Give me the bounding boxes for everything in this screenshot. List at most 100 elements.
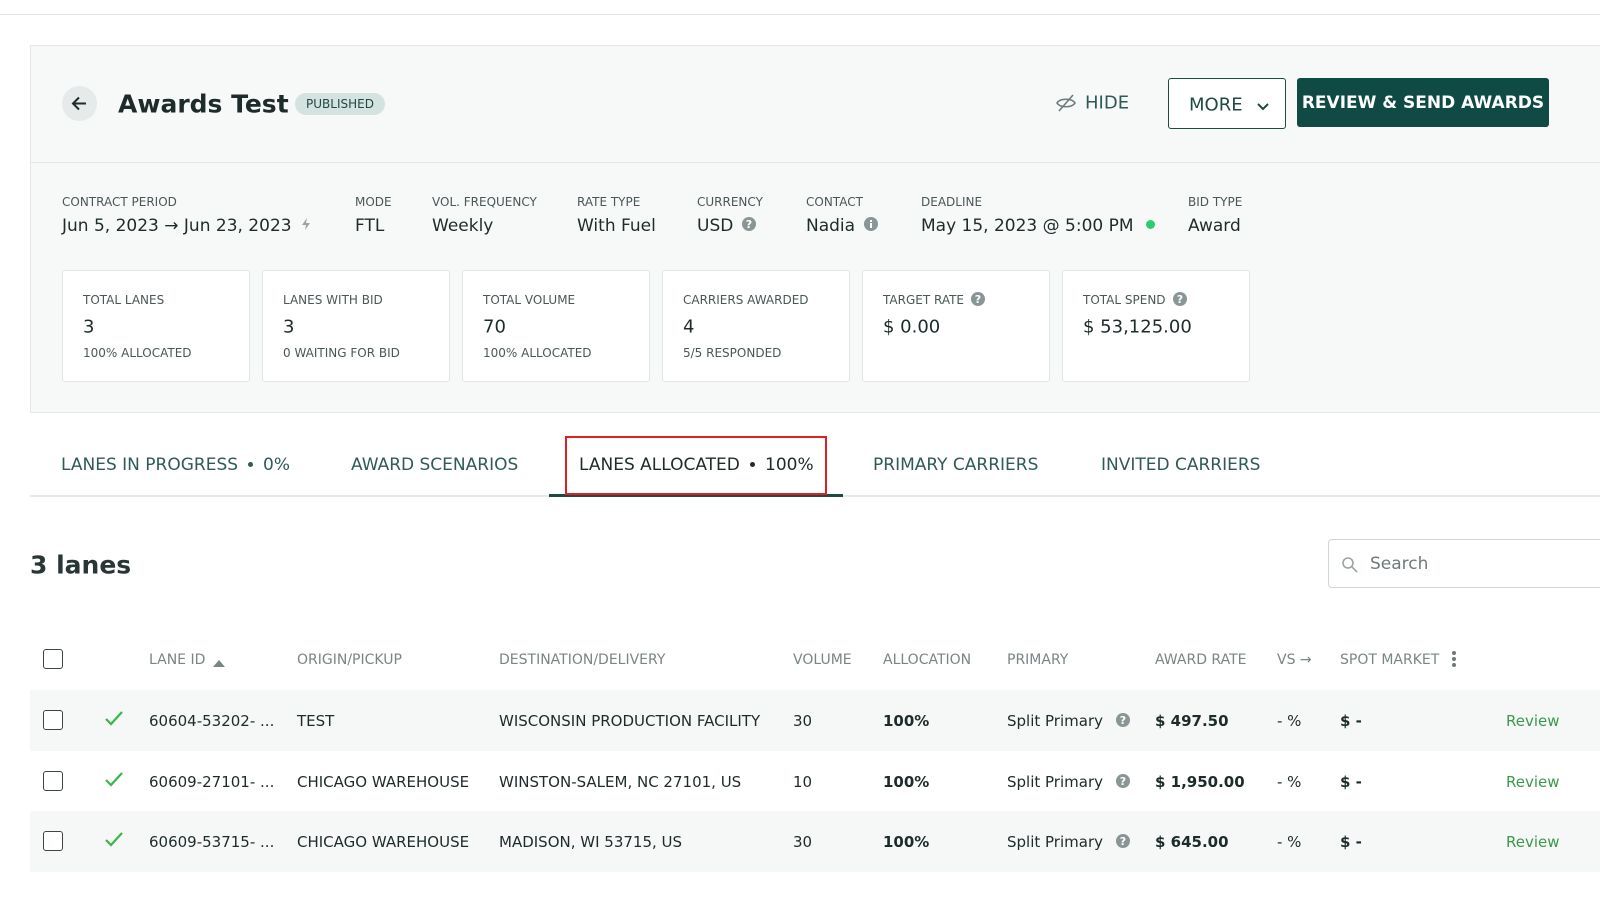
row-shade [30,811,1600,872]
meta-value: With Fuel [577,216,656,236]
back-button[interactable] [62,86,97,121]
stat-value: 70 [483,316,506,338]
review-send-button[interactable]: REVIEW & SEND AWARDS [1297,78,1549,127]
search-box[interactable]: Search [1328,539,1600,588]
cell: CHICAGO WAREHOUSE [297,772,470,791]
cell: 60609-27101- ... [149,772,275,791]
column-header[interactable]: ALLOCATION [883,652,972,668]
cell: TEST [297,712,335,730]
tab-value[interactable]: 100% [765,455,814,475]
cell: $ - [1340,712,1362,730]
stat-card [1062,270,1250,382]
check-icon [104,710,124,728]
stat-value: $ 53,125.00 [1083,316,1192,338]
cell: WISCONSIN PRODUCTION FACILITY [499,712,761,730]
title: Awards Test [118,89,289,119]
cell: CHICAGO WAREHOUSE [297,833,470,851]
column-header[interactable]: VOLUME [793,652,852,668]
tab[interactable]: INVITED CARRIERS [1101,455,1261,475]
stat-label: LANES WITH BID [283,293,383,307]
stat-label: TOTAL LANES [83,293,165,307]
tab[interactable]: PRIMARY CARRIERS [873,455,1039,475]
tab[interactable]: LANES ALLOCATED [579,455,740,475]
svg-text:?: ? [1120,835,1126,848]
cell: Split Primary [1007,772,1103,791]
checkbox[interactable] [43,649,63,669]
stat-card [62,270,250,382]
column-header[interactable]: LANE ID [149,652,206,668]
hide-icon[interactable] [1055,93,1077,113]
review-send-label[interactable]: REVIEW & SEND AWARDS [1301,93,1545,113]
cell: $ - [1340,833,1362,851]
search-icon [1341,556,1359,574]
svg-text:?: ? [746,218,752,231]
column-header[interactable]: PRIMARY [1007,652,1069,668]
check-icon [104,831,124,849]
help-icon: ? [741,216,757,232]
stat-note: 100% ALLOCATED [483,346,592,360]
column-header[interactable]: AWARD RATE [1155,652,1247,668]
cell: 30 [793,712,813,730]
cell: $ 497.50 [1155,712,1229,730]
cell: 60609-53715- ... [149,833,275,851]
meta-value: Jun 5, 2023 → Jun 23, 2023 [62,216,292,236]
stat-note: 5/5 RESPONDED [683,346,782,360]
stat-label: CARRIERS AWARDED [683,293,809,307]
review-link[interactable]: Review [1506,712,1560,730]
top-bar [0,14,1600,15]
help-icon: ? [1115,833,1131,849]
column-header: VS → [1277,652,1312,668]
stat-value: 4 [683,316,695,338]
meta-label: RATE TYPE [577,195,641,209]
meta-label: CURRENCY [697,195,763,209]
more-button[interactable]: MORE [1168,78,1286,129]
cell: 100% [883,833,930,851]
tab-dot [750,462,755,467]
cell: - % [1277,712,1302,730]
live-dot [1146,220,1155,229]
stat-card [862,270,1050,382]
meta-value: Award [1188,216,1241,236]
stat-value: 3 [83,316,95,338]
checkbox[interactable] [43,831,63,851]
cell: WINSTON-SALEM, NC 27101, US [499,772,742,791]
stat-label: TARGET RATE [883,293,965,307]
stat-note: 100% ALLOCATED [83,346,192,360]
tab-value[interactable]: 0% [263,455,290,475]
svg-text:?: ? [1120,775,1126,788]
meta-label: VOL. FREQUENCY [432,195,537,209]
hide-button[interactable]: HIDE [1085,92,1130,114]
meta-label: CONTRACT PERIOD [62,195,177,209]
svg-text:?: ? [975,293,981,306]
cell: $ 1,950.00 [1155,772,1245,791]
info-icon [863,216,879,232]
checkbox[interactable] [43,710,63,730]
more-label[interactable]: MORE [1189,94,1243,116]
checkbox[interactable] [43,770,63,791]
tab[interactable]: LANES IN PROGRESS [61,455,239,475]
review-link[interactable]: Review [1506,772,1560,791]
meta-value: May 15, 2023 @ 5:00 PM [921,216,1134,236]
help-icon: ? [1115,712,1131,728]
column-header[interactable]: DESTINATION/DELIVERY [499,652,666,668]
lanes-count: 3 lanes [30,550,132,580]
stat-label: TOTAL SPEND [1083,293,1166,307]
review-link[interactable]: Review [1506,833,1560,851]
meta-label: MODE [355,195,392,209]
column-header[interactable]: ORIGIN/PICKUP [297,652,402,668]
cell: 60604-53202- ... [149,712,275,730]
stat-card [262,270,450,382]
chevron [1256,98,1270,111]
tab[interactable]: AWARD SCENARIOS [351,455,519,475]
status-badge: PUBLISHED [295,93,385,115]
cell: $ 645.00 [1155,833,1229,851]
search-placeholder[interactable]: Search [1370,554,1429,574]
stat-value: 3 [283,316,295,338]
meta-value: FTL [355,216,385,236]
panel-divider [31,162,1600,163]
column-menu[interactable] [1451,650,1457,668]
cell: 10 [793,772,813,791]
active-tab-underline [549,494,843,497]
column-header[interactable]: SPOT MARKET [1340,652,1440,668]
